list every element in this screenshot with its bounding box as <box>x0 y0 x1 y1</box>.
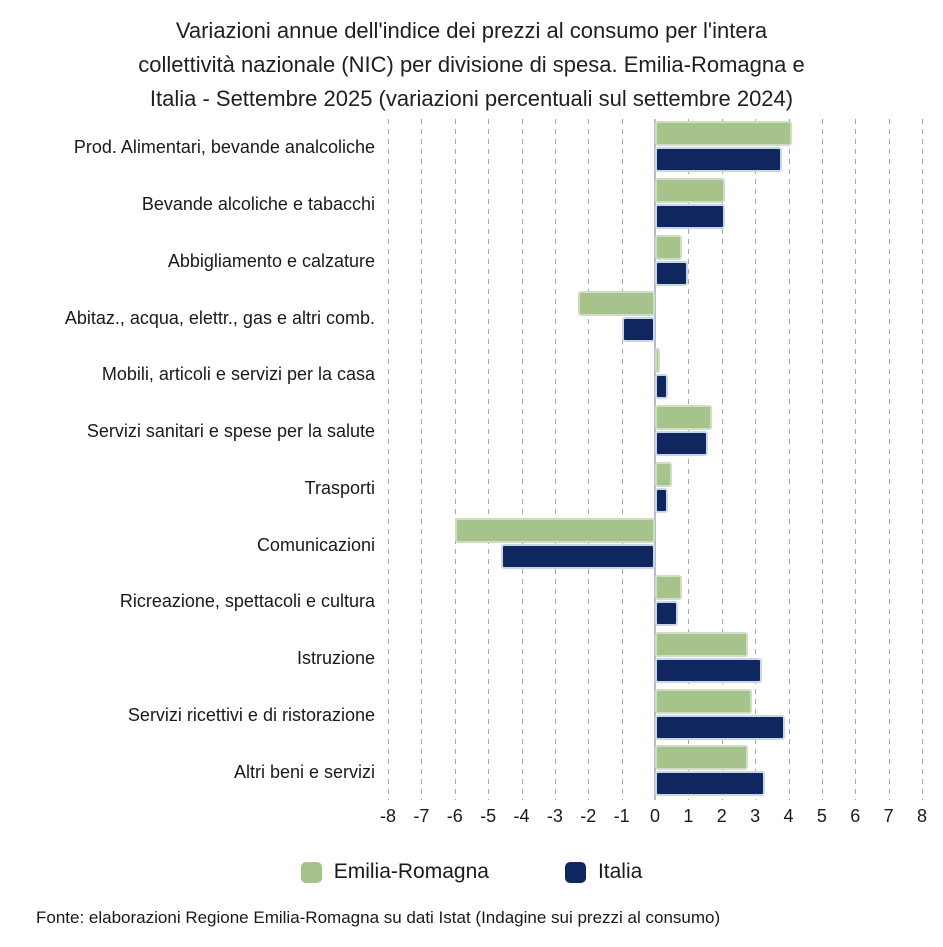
bar-italia-10 <box>655 714 786 740</box>
legend-item-emilia-romagna: Emilia-Romagna <box>300 860 489 884</box>
x-tick-label: 0 <box>649 806 660 826</box>
gridline <box>488 119 490 800</box>
category-label: Altri beni e servizi <box>233 761 375 782</box>
legend-swatch-icon <box>564 861 586 883</box>
x-tick-label: 4 <box>783 806 794 826</box>
bar-emilia-romagna-10 <box>655 688 752 714</box>
category-axis: Prod. Alimentari, bevande analcoliche Bev… <box>0 119 375 800</box>
bar-italia-4 <box>655 374 669 399</box>
x-tick-label: -1 <box>613 806 630 826</box>
bar-italia-3 <box>621 317 655 343</box>
bar-italia-2 <box>655 260 689 286</box>
gridline <box>388 119 389 800</box>
bar-italia-9 <box>655 657 762 683</box>
value-axis: -8 -7 -6 -5 -4 -3 -2 -1 0 1 2 3 4 5 6 7 8 <box>380 806 927 830</box>
bar-italia-5 <box>655 430 709 456</box>
category-label: Istruzione <box>296 648 375 669</box>
legend: Emilia-Romagna Italia <box>0 860 943 884</box>
legend-swatch-icon <box>300 861 322 883</box>
chart-title-line-2: collettività nazionale (NIC) per divisio… <box>138 52 805 77</box>
gridline <box>521 119 523 800</box>
bar-italia-1 <box>655 203 726 229</box>
gridline <box>554 119 556 800</box>
legend-item-italia: Italia <box>564 860 643 884</box>
bar-italia-7 <box>501 544 655 570</box>
category-label: Bevande alcoliche e tabacchi <box>141 194 375 215</box>
category-label: Servizi ricettivi e di ristorazione <box>127 704 375 725</box>
x-tick-label: -3 <box>546 806 563 826</box>
category-label: Trasporti <box>304 477 375 498</box>
gridline <box>855 119 857 800</box>
bar-emilia-romagna-0 <box>655 121 792 146</box>
x-tick-label: 2 <box>716 806 727 826</box>
x-tick-label: -7 <box>413 806 430 826</box>
bar-emilia-romagna-11 <box>655 745 749 771</box>
bar-italia-0 <box>655 147 782 172</box>
gridline <box>688 119 690 800</box>
bar-italia-11 <box>655 771 766 797</box>
category-label: Comunicazioni <box>256 534 375 555</box>
gridline <box>755 119 757 800</box>
x-tick-label: 8 <box>916 806 927 826</box>
chart-title-line-1: Variazioni annue dell'indice dei prezzi … <box>175 18 768 43</box>
x-tick-label: -2 <box>580 806 597 826</box>
source-note: Fonte: elaborazioni Regione Emilia-Romag… <box>36 908 721 927</box>
category-label: Servizi sanitari e spese per la salute <box>86 421 375 442</box>
x-tick-label: -6 <box>446 806 463 826</box>
bar-emilia-romagna-5 <box>655 404 712 430</box>
category-label: Abitaz., acqua, elettr., gas e altri com… <box>64 307 375 328</box>
bar-emilia-romagna-6 <box>655 461 672 487</box>
chart-title: Variazioni annue dell'indice dei prezzi … <box>0 14 943 116</box>
gridline <box>454 119 456 800</box>
gridline <box>922 119 923 800</box>
bar-emilia-romagna-3 <box>578 291 655 317</box>
x-tick-label: -8 <box>379 806 396 826</box>
legend-label: Emilia-Romagna <box>333 860 489 883</box>
x-tick-label: 6 <box>850 806 861 826</box>
legend-label: Italia <box>597 860 643 883</box>
category-label: Prod. Alimentari, bevande analcoliche <box>73 137 375 158</box>
bar-emilia-romagna-2 <box>655 234 682 260</box>
category-label: Abbigliamento e calzature <box>167 250 375 271</box>
x-tick-label: 3 <box>750 806 761 826</box>
gridline <box>888 119 890 800</box>
gridline <box>588 119 590 800</box>
bar-emilia-romagna-4 <box>655 348 660 373</box>
gridline <box>421 119 423 800</box>
plot-area <box>388 119 923 800</box>
bar-emilia-romagna-9 <box>655 631 749 657</box>
bar-emilia-romagna-7 <box>454 518 655 544</box>
chart-title-line-3: Italia - Settembre 2025 (variazioni perc… <box>149 86 794 111</box>
zero-axis-line <box>654 119 656 800</box>
x-tick-label: 1 <box>683 806 694 826</box>
gridline <box>721 119 723 800</box>
bar-italia-8 <box>655 601 679 626</box>
bar-emilia-romagna-1 <box>655 177 726 203</box>
x-tick-label: -4 <box>513 806 530 826</box>
gridline <box>621 119 623 800</box>
x-tick-label: -5 <box>480 806 497 826</box>
bar-italia-6 <box>655 487 669 513</box>
gridline <box>788 119 790 800</box>
bar-emilia-romagna-8 <box>655 575 682 600</box>
x-tick-label: 7 <box>883 806 894 826</box>
category-label: Mobili, articoli e servizi per la casa <box>101 364 375 385</box>
x-tick-label: 5 <box>816 806 827 826</box>
category-label: Ricreazione, spettacoli e cultura <box>119 591 375 612</box>
gridline <box>821 119 823 800</box>
